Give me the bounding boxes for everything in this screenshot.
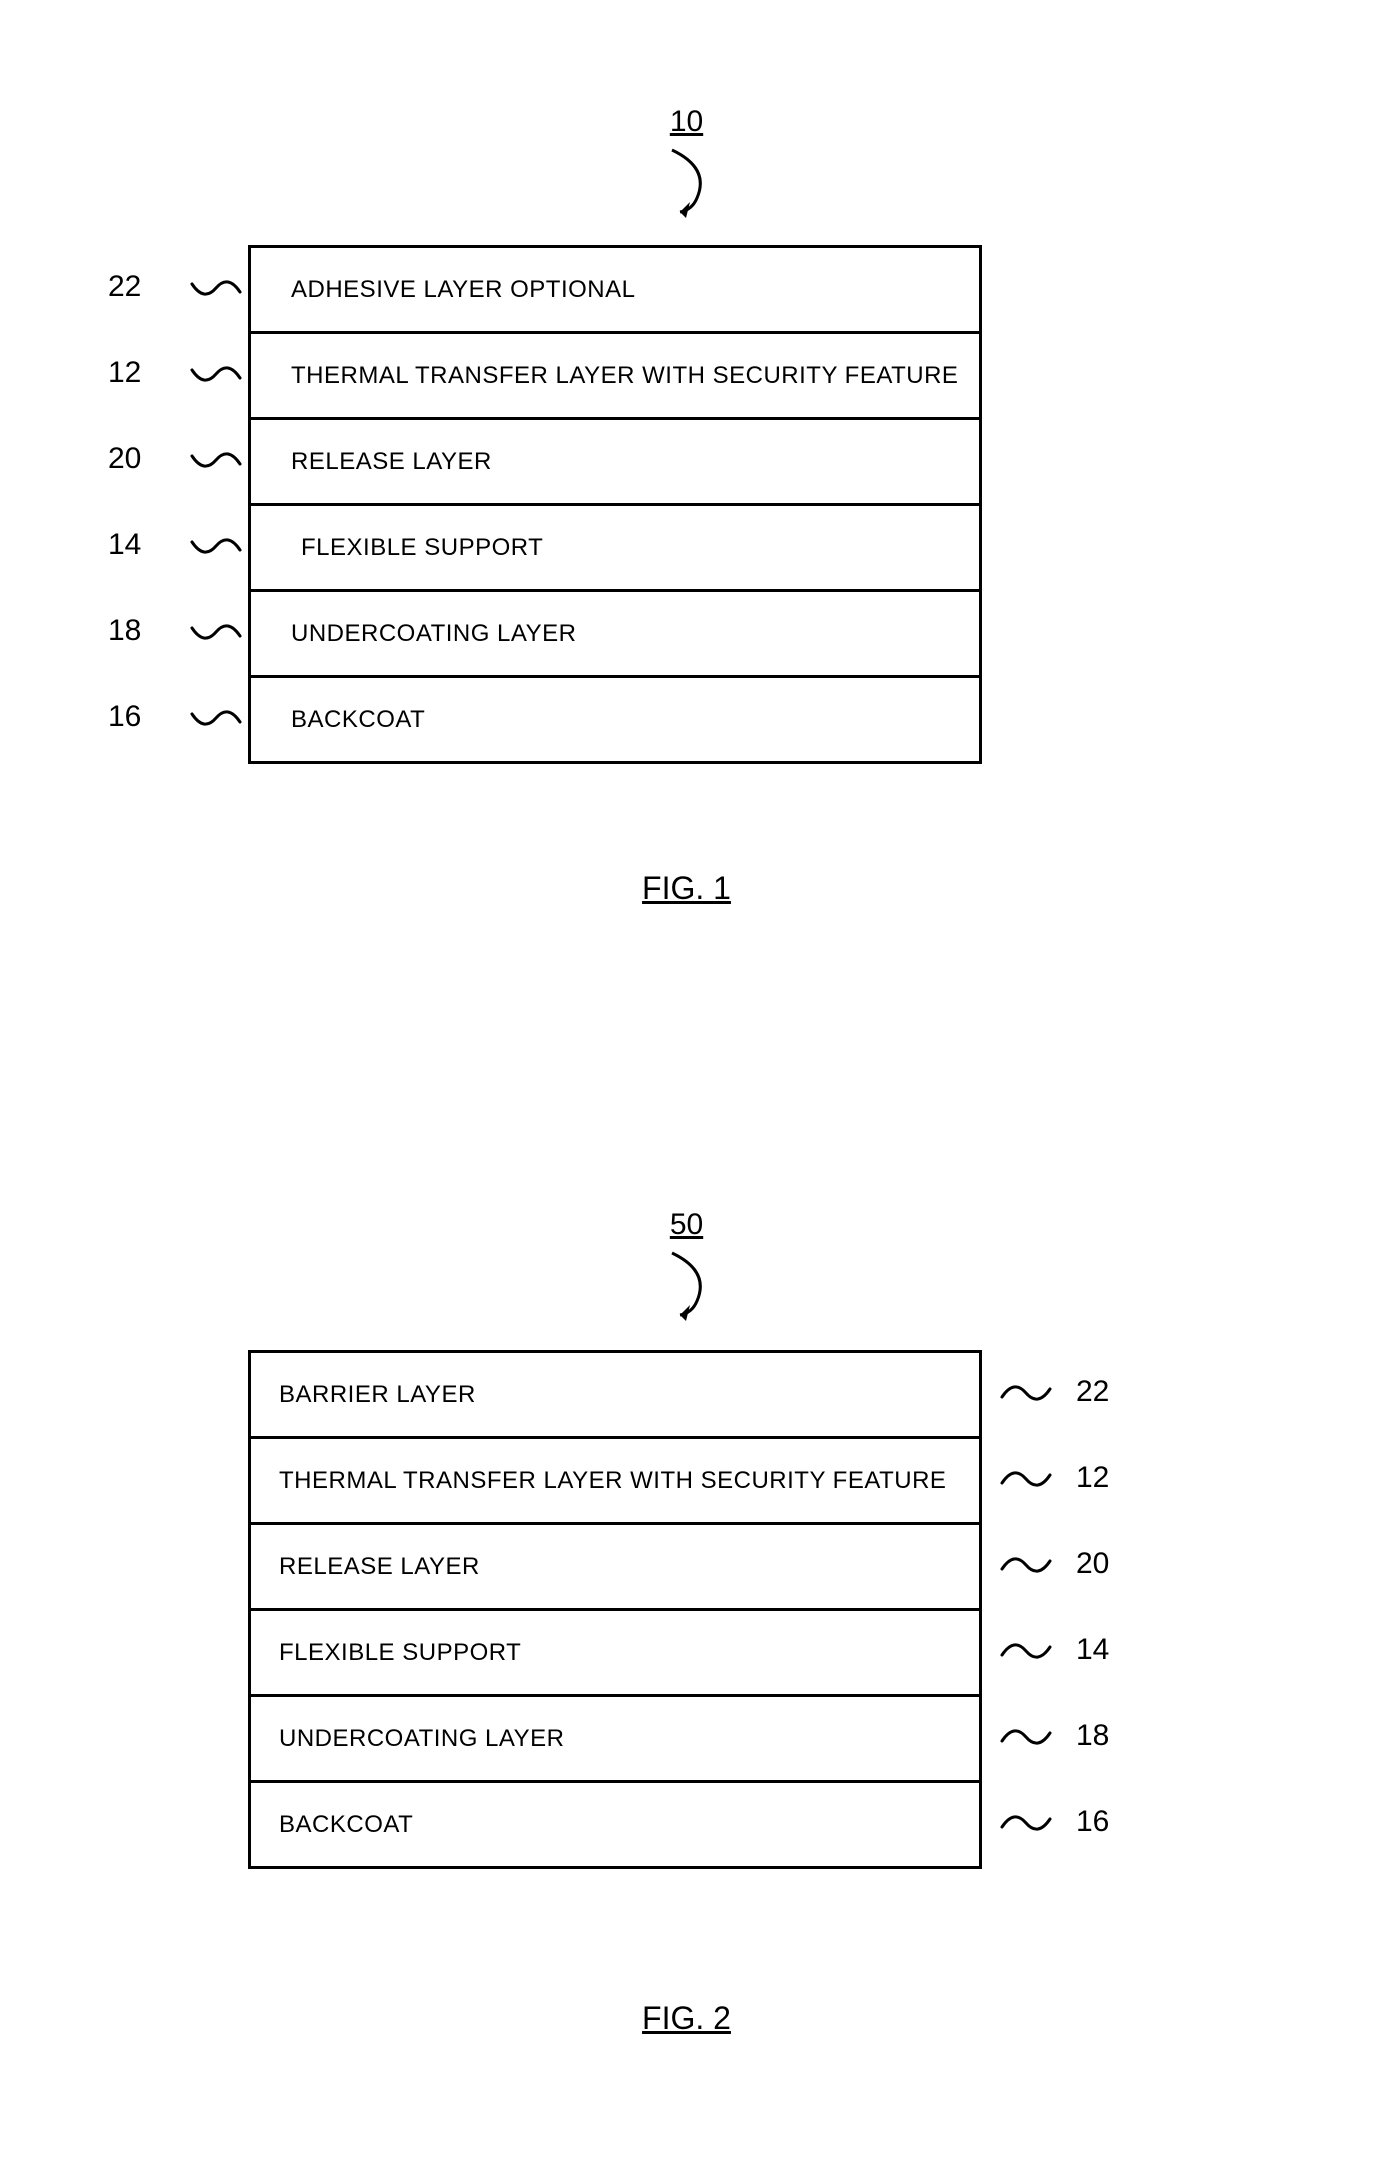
layer-label: BACKCOAT bbox=[291, 706, 425, 734]
fig2-ref-arrow-icon bbox=[652, 1243, 722, 1333]
layer-number: 22 bbox=[108, 270, 141, 304]
layer-number: 18 bbox=[1076, 1719, 1109, 1753]
page: 10 ADHESIVE LAYER OPTIONAL THERMAL TRANSF… bbox=[0, 0, 1373, 2166]
layer-row: THERMAL TRANSFER LAYER WITH SECURITY FEA… bbox=[251, 334, 979, 420]
leader-icon bbox=[190, 268, 242, 313]
layer-number: 16 bbox=[108, 700, 141, 734]
layer-label: UNDERCOATING LAYER bbox=[279, 1725, 564, 1753]
layer-number: 14 bbox=[108, 528, 141, 562]
layer-row: RELEASE LAYER bbox=[251, 1525, 979, 1611]
fig2-layer-stack: BARRIER LAYER THERMAL TRANSFER LAYER WITH… bbox=[248, 1350, 982, 1869]
layer-label: THERMAL TRANSFER LAYER WITH SECURITY FEA… bbox=[291, 362, 958, 390]
layer-number: 14 bbox=[1076, 1633, 1109, 1667]
layer-row: FLEXIBLE SUPPORT bbox=[251, 1611, 979, 1697]
leader-icon bbox=[190, 354, 242, 399]
layer-row: ADHESIVE LAYER OPTIONAL bbox=[251, 248, 979, 334]
layer-label: FLEXIBLE SUPPORT bbox=[279, 1639, 521, 1667]
fig1-ref-number: 10 bbox=[670, 105, 703, 139]
layer-row: BACKCOAT bbox=[251, 1783, 979, 1869]
fig1-ref-arrow-icon bbox=[652, 140, 722, 230]
leader-icon bbox=[190, 526, 242, 571]
layer-row: BACKCOAT bbox=[251, 678, 979, 764]
layer-row: THERMAL TRANSFER LAYER WITH SECURITY FEA… bbox=[251, 1439, 979, 1525]
fig1-layer-stack: ADHESIVE LAYER OPTIONAL THERMAL TRANSFER … bbox=[248, 245, 982, 764]
layer-label: BACKCOAT bbox=[279, 1811, 413, 1839]
layer-number: 20 bbox=[1076, 1547, 1109, 1581]
layer-label: BARRIER LAYER bbox=[279, 1381, 476, 1409]
leader-icon bbox=[190, 698, 242, 743]
leader-icon bbox=[1000, 1545, 1052, 1590]
leader-icon bbox=[190, 440, 242, 485]
layer-label: FLEXIBLE SUPPORT bbox=[301, 534, 543, 562]
layer-row: UNDERCOATING LAYER bbox=[251, 592, 979, 678]
layer-label: RELEASE LAYER bbox=[279, 1553, 480, 1581]
leader-icon bbox=[1000, 1803, 1052, 1848]
layer-label: THERMAL TRANSFER LAYER WITH SECURITY FEA… bbox=[279, 1467, 946, 1495]
layer-row: BARRIER LAYER bbox=[251, 1353, 979, 1439]
layer-row: UNDERCOATING LAYER bbox=[251, 1697, 979, 1783]
layer-number: 16 bbox=[1076, 1805, 1109, 1839]
leader-icon bbox=[1000, 1459, 1052, 1504]
layer-label: RELEASE LAYER bbox=[291, 448, 492, 476]
layer-number: 12 bbox=[1076, 1461, 1109, 1495]
layer-row: FLEXIBLE SUPPORT bbox=[251, 506, 979, 592]
leader-icon bbox=[190, 612, 242, 657]
leader-icon bbox=[1000, 1631, 1052, 1676]
layer-number: 12 bbox=[108, 356, 141, 390]
fig1-caption: FIG. 1 bbox=[642, 870, 731, 907]
leader-icon bbox=[1000, 1373, 1052, 1418]
layer-row: RELEASE LAYER bbox=[251, 420, 979, 506]
leader-icon bbox=[1000, 1717, 1052, 1762]
layer-number: 18 bbox=[108, 614, 141, 648]
fig2-caption: FIG. 2 bbox=[642, 2000, 731, 2037]
layer-label: ADHESIVE LAYER OPTIONAL bbox=[291, 276, 636, 304]
fig2-ref-number: 50 bbox=[670, 1208, 703, 1242]
layer-number: 22 bbox=[1076, 1375, 1109, 1409]
layer-number: 20 bbox=[108, 442, 141, 476]
layer-label: UNDERCOATING LAYER bbox=[291, 620, 576, 648]
